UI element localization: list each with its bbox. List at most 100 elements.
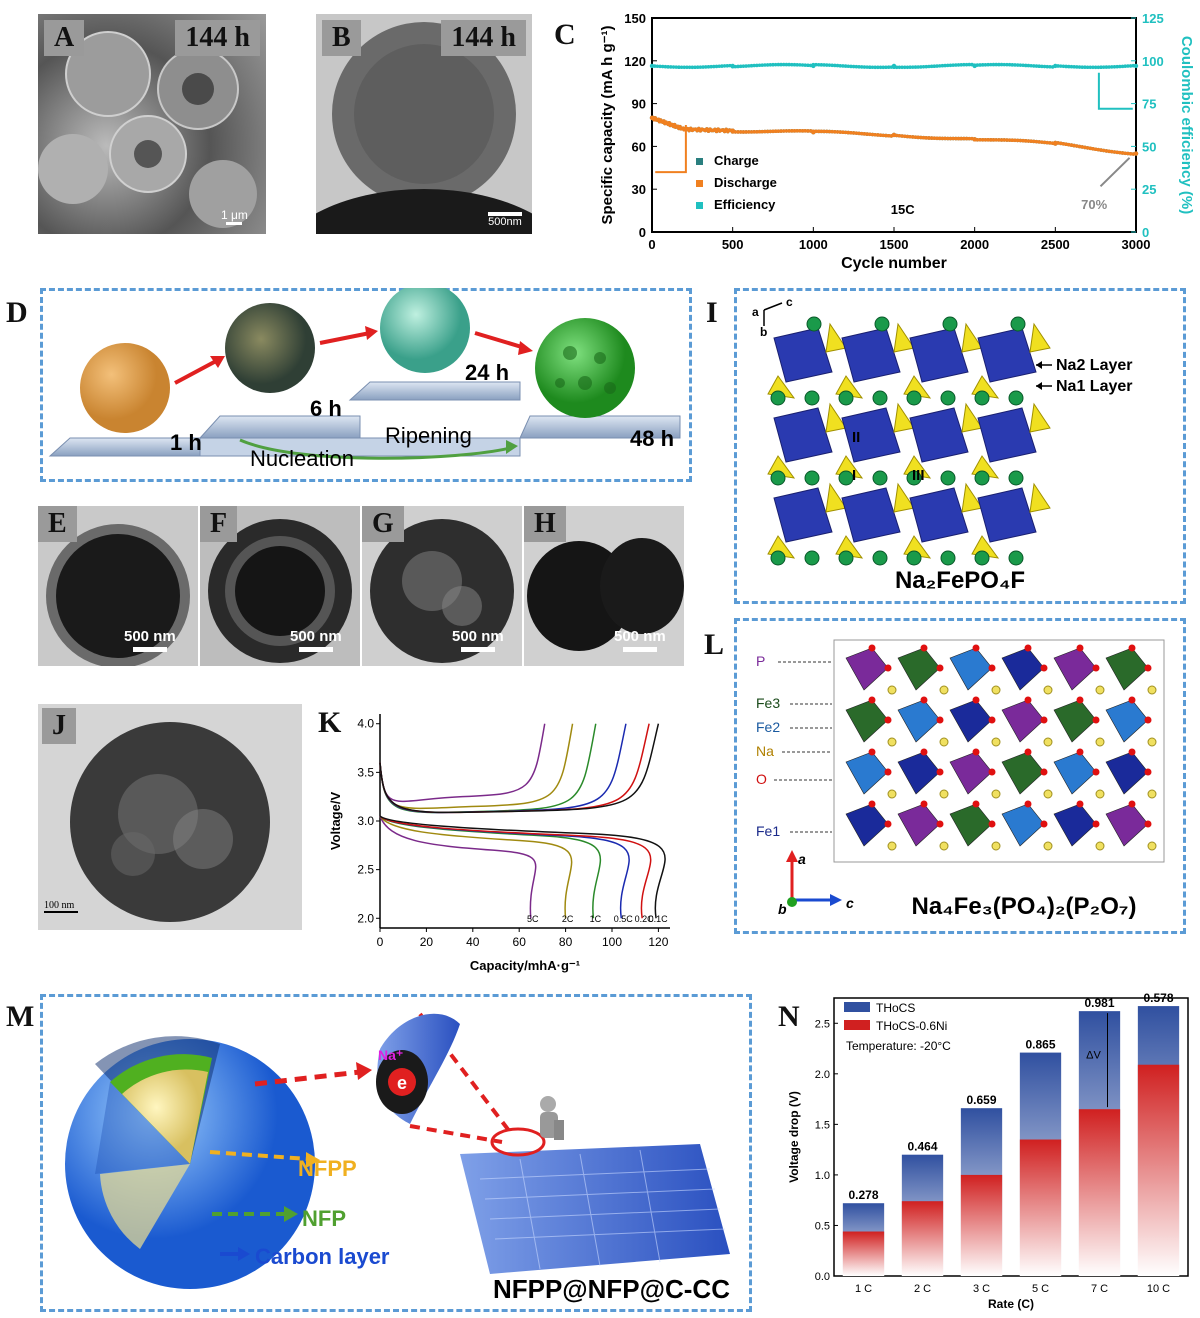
c-point	[1029, 63, 1033, 68]
c-point	[1042, 64, 1047, 69]
c-point	[835, 63, 840, 68]
k-ytick-label: 2.5	[357, 863, 374, 877]
na-atom	[1008, 550, 1024, 566]
c-point	[1005, 138, 1009, 142]
c-point	[891, 63, 897, 69]
c-point	[749, 63, 754, 68]
c-point	[886, 65, 891, 69]
c-xlabel: Cycle number	[841, 255, 947, 272]
na-atom	[974, 390, 990, 406]
c-point	[967, 62, 972, 67]
o-atom	[1040, 716, 1048, 724]
fe-octahedron	[977, 487, 1037, 543]
k-xtick-label: 100	[602, 935, 622, 949]
c-point	[891, 132, 897, 138]
polyhedron	[897, 751, 941, 795]
c-point	[835, 130, 840, 134]
panel-e-scalebar: 500 nm	[124, 628, 176, 652]
c-point	[1085, 146, 1090, 150]
po4-tetrahedron	[961, 482, 983, 513]
c-point	[830, 129, 834, 134]
c-point	[768, 129, 773, 134]
na-atom	[1008, 390, 1024, 406]
panel-d-diagram: 1 h 6 h 24 h 48 h Ripening Nucleation	[48, 288, 681, 471]
c-point	[916, 65, 920, 69]
c-point	[717, 64, 722, 69]
n-data-label: 0.865	[1025, 1038, 1055, 1052]
panel-a-label: A	[44, 20, 85, 56]
c-point	[757, 63, 762, 68]
carbon-layer-label: Carbon layer	[255, 1244, 390, 1269]
c-point	[849, 130, 853, 135]
c-point	[1069, 143, 1074, 147]
o-atom	[868, 696, 876, 704]
c-point	[779, 62, 783, 67]
c-point	[1080, 65, 1085, 69]
panel-e-scalebar-text: 500 nm	[124, 628, 176, 645]
c-point	[1088, 146, 1093, 151]
o-atom	[920, 644, 928, 652]
o-atom	[868, 800, 876, 808]
zoom-circle	[490, 1127, 546, 1157]
c-point	[1075, 65, 1079, 69]
polyhedron	[845, 751, 889, 795]
c-point	[1018, 138, 1023, 143]
c-point	[851, 131, 856, 135]
o-atom	[1144, 716, 1152, 724]
o-atom	[884, 664, 892, 672]
atom-fe2-label: Fe2	[756, 719, 780, 735]
na-atom	[838, 470, 854, 486]
k-series-label: 0.5C	[614, 914, 634, 924]
na-atom	[874, 316, 890, 332]
c-point	[784, 129, 789, 133]
step-label-6h: 6 h	[310, 396, 342, 421]
c-point	[1088, 65, 1093, 70]
panel-c-label: C	[554, 18, 576, 51]
step-label-24h: 24 h	[465, 360, 509, 385]
c-point	[873, 132, 877, 137]
c-point	[776, 62, 781, 67]
po4-tetrahedron	[893, 402, 915, 433]
na-atom	[1043, 789, 1053, 799]
polyhedron	[1053, 647, 1097, 691]
c-point	[763, 129, 767, 134]
c-point	[790, 62, 794, 67]
panel-j-scalebar: 100 nm	[44, 900, 78, 913]
o-atom	[972, 800, 980, 808]
panel-b-scalebar-text: 500nm	[488, 216, 522, 228]
c-point	[1075, 144, 1079, 148]
o-atom	[884, 716, 892, 724]
c-legend-discharge: Discharge	[714, 175, 777, 190]
o-atom	[1024, 748, 1032, 756]
o-atom	[1076, 644, 1084, 652]
c-point	[929, 136, 934, 140]
electron-label: e	[397, 1073, 407, 1093]
nfpp-core	[122, 1069, 208, 1164]
o-atom	[868, 748, 876, 756]
k-discharge-curve-5C	[379, 815, 537, 919]
n-bar-thocs-ni	[960, 1174, 1003, 1276]
c-point	[1048, 141, 1052, 145]
o-atom	[936, 716, 944, 724]
c-xtick-label: 1000	[799, 237, 828, 252]
polyhedron	[1053, 699, 1097, 743]
c-point	[935, 64, 939, 68]
c-point	[1115, 64, 1119, 69]
c-point	[811, 63, 816, 69]
n-category-label: 2 C	[914, 1283, 931, 1295]
fe-octahedron	[841, 407, 901, 463]
k-xtick-label: 120	[648, 935, 668, 949]
polyhedron	[1105, 751, 1149, 795]
o-atom	[1144, 664, 1152, 672]
c-point	[741, 64, 746, 68]
na-atom	[1095, 685, 1105, 695]
n-bar-thocs-ni	[1019, 1139, 1062, 1276]
c-point	[999, 138, 1004, 142]
c-point	[940, 136, 945, 141]
na-atom	[906, 470, 922, 486]
c-point	[679, 65, 684, 70]
panel-i-axis-a: a	[752, 305, 759, 319]
n-data-label: 0.278	[848, 1188, 878, 1202]
c-point	[747, 64, 751, 68]
k-series-label: 5C	[527, 914, 539, 924]
